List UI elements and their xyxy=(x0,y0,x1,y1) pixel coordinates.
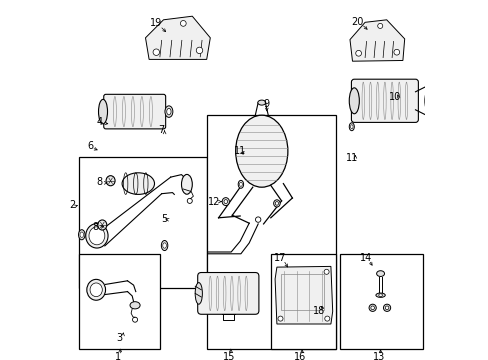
Ellipse shape xyxy=(130,302,140,309)
Ellipse shape xyxy=(370,306,374,310)
Ellipse shape xyxy=(195,283,202,304)
Ellipse shape xyxy=(180,21,186,26)
Ellipse shape xyxy=(181,174,192,194)
Text: 1: 1 xyxy=(115,352,121,360)
Ellipse shape xyxy=(273,200,280,207)
FancyBboxPatch shape xyxy=(103,94,165,129)
Ellipse shape xyxy=(153,49,159,55)
Text: 4: 4 xyxy=(97,117,102,127)
Ellipse shape xyxy=(79,230,85,240)
Ellipse shape xyxy=(163,243,166,248)
Text: 8: 8 xyxy=(97,177,102,187)
Polygon shape xyxy=(145,16,210,59)
Text: 11: 11 xyxy=(234,146,246,156)
Ellipse shape xyxy=(98,220,106,230)
Ellipse shape xyxy=(350,125,352,129)
Text: 20: 20 xyxy=(351,17,364,27)
Polygon shape xyxy=(275,266,332,324)
Text: 14: 14 xyxy=(359,253,371,264)
Ellipse shape xyxy=(80,232,83,238)
Text: 17: 17 xyxy=(273,253,285,264)
Ellipse shape xyxy=(355,50,361,56)
Text: 5: 5 xyxy=(161,214,167,224)
Text: 7: 7 xyxy=(158,125,164,135)
Text: 10: 10 xyxy=(388,92,400,102)
Ellipse shape xyxy=(235,115,287,187)
Ellipse shape xyxy=(393,49,399,55)
Bar xyxy=(206,115,336,349)
Text: 13: 13 xyxy=(373,352,385,360)
Text: 9: 9 xyxy=(263,99,269,109)
Ellipse shape xyxy=(378,294,382,297)
Ellipse shape xyxy=(98,99,107,124)
Bar xyxy=(339,254,422,349)
Ellipse shape xyxy=(164,106,172,117)
Text: 8: 8 xyxy=(92,222,98,232)
Bar xyxy=(79,254,160,349)
Ellipse shape xyxy=(224,199,227,203)
Text: 19: 19 xyxy=(150,18,162,28)
Ellipse shape xyxy=(324,316,329,321)
Ellipse shape xyxy=(196,47,203,54)
Ellipse shape xyxy=(106,176,115,186)
Polygon shape xyxy=(349,20,404,61)
Ellipse shape xyxy=(277,316,283,321)
Ellipse shape xyxy=(89,227,104,245)
Ellipse shape xyxy=(377,23,382,28)
Text: 18: 18 xyxy=(313,306,325,316)
Ellipse shape xyxy=(348,123,354,131)
Ellipse shape xyxy=(383,304,390,311)
Ellipse shape xyxy=(348,88,359,114)
Ellipse shape xyxy=(90,283,102,297)
Text: 11: 11 xyxy=(345,153,357,163)
Ellipse shape xyxy=(424,92,429,110)
Ellipse shape xyxy=(122,173,154,194)
FancyBboxPatch shape xyxy=(351,79,418,122)
Ellipse shape xyxy=(257,100,265,105)
Bar xyxy=(271,254,336,349)
Ellipse shape xyxy=(368,304,375,311)
Ellipse shape xyxy=(238,180,243,188)
Text: 15: 15 xyxy=(223,352,235,360)
Ellipse shape xyxy=(385,306,388,310)
Ellipse shape xyxy=(161,240,167,251)
Ellipse shape xyxy=(85,224,108,248)
Text: 6: 6 xyxy=(87,141,93,151)
Text: 2: 2 xyxy=(69,200,75,210)
Ellipse shape xyxy=(275,202,278,205)
FancyBboxPatch shape xyxy=(197,273,258,314)
Ellipse shape xyxy=(87,279,105,300)
Text: 16: 16 xyxy=(294,352,306,360)
Ellipse shape xyxy=(222,198,229,206)
Ellipse shape xyxy=(324,269,328,274)
Ellipse shape xyxy=(239,182,242,186)
Ellipse shape xyxy=(376,271,384,276)
Ellipse shape xyxy=(166,108,171,115)
Ellipse shape xyxy=(375,293,385,297)
Text: 12: 12 xyxy=(207,197,220,207)
Bar xyxy=(79,157,206,288)
Text: 3: 3 xyxy=(116,333,122,343)
